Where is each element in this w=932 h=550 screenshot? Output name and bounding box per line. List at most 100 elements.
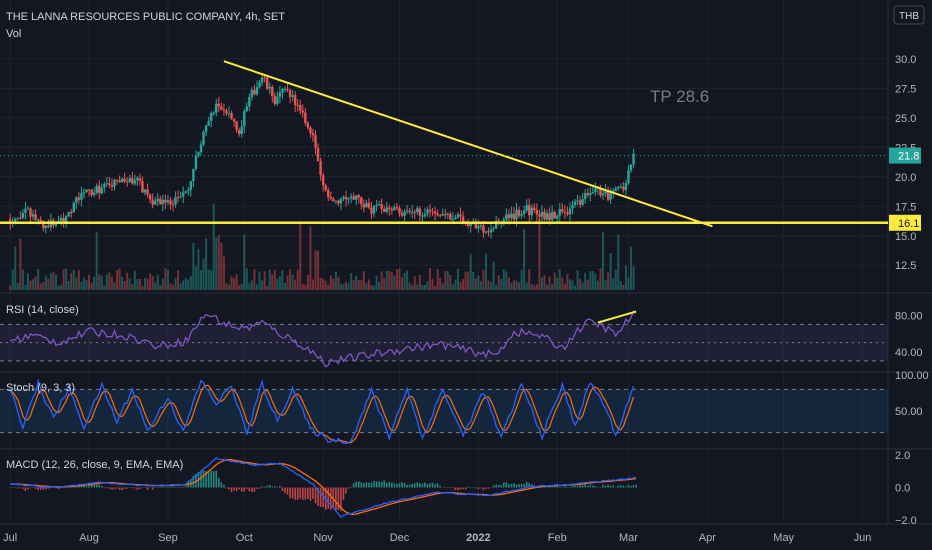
macd-histogram-bar [530, 484, 533, 488]
macd-histogram-bar [454, 487, 457, 490]
candle-body [148, 194, 152, 200]
price-tick-label: 27.5 [895, 83, 916, 95]
volume-bar [141, 285, 144, 290]
macd-histogram-bar [202, 470, 205, 488]
support-badge [889, 214, 921, 231]
macd-histogram-bar [251, 487, 253, 492]
volume-bar [477, 275, 480, 290]
price-tick-label: 20.0 [895, 172, 916, 184]
candle-body [133, 180, 137, 184]
candle-body [388, 207, 391, 209]
x-tick-label: May [773, 532, 794, 544]
macd-histogram-bar [100, 486, 103, 488]
volume-bar [579, 278, 582, 290]
x-tick-label: Mar [619, 532, 638, 544]
macd-histogram-bar [253, 487, 256, 492]
macd-histogram-bar [518, 484, 520, 488]
volume-bar [479, 281, 482, 290]
macd-histogram-bar [9, 487, 11, 488]
volume-bar [72, 269, 75, 290]
macd-histogram-bar [304, 487, 307, 500]
macd-histogram-bar [444, 487, 447, 488]
candle-body [192, 169, 195, 182]
stoch-band-zone [0, 389, 888, 433]
macd-histogram-bar [289, 487, 291, 499]
volume-bar [126, 272, 129, 290]
macd-histogram-bar [620, 485, 622, 488]
candle-body [482, 225, 485, 233]
macd-histogram-bar [22, 487, 24, 489]
volume-bar [482, 269, 485, 290]
macd-histogram-bar [266, 485, 268, 488]
x-tick-label: Nov [313, 532, 333, 544]
macd-histogram-bar [291, 487, 294, 499]
macd-histogram-bar [279, 485, 281, 488]
candle-body [319, 161, 322, 176]
macd-histogram-bar [256, 487, 258, 489]
candle-body [278, 92, 282, 97]
volume-bar [520, 269, 523, 290]
volume-bar [11, 269, 14, 290]
candle-body [558, 209, 561, 216]
volume-bar [80, 281, 83, 290]
volume-bar [416, 284, 419, 290]
macd-histogram-bar [34, 487, 37, 489]
volume-bar [487, 280, 490, 290]
candle-body [227, 113, 231, 115]
volume-bar [144, 278, 147, 290]
candle-body [169, 200, 172, 205]
candle-body [240, 126, 243, 134]
volume-bar [225, 283, 228, 290]
volume-bar [47, 278, 50, 290]
x-tick-label: Oct [236, 532, 253, 544]
macd-histogram-bar [134, 487, 136, 489]
volume-bar [261, 280, 264, 290]
candle-body [599, 187, 602, 196]
macd-histogram-bar [261, 486, 263, 488]
stoch-tick-label: 100.00 [895, 370, 929, 382]
candle-body [423, 213, 427, 216]
volume-bar [253, 269, 256, 290]
volume-bar [411, 284, 414, 290]
macd-histogram-bar [505, 482, 508, 488]
volume-bar [57, 285, 60, 290]
volume-bar [258, 271, 261, 290]
macd-histogram-bar [350, 486, 352, 488]
volume-bar [248, 283, 251, 290]
volume-bar [309, 226, 312, 290]
candle-body [95, 185, 98, 193]
volume-bar [619, 281, 622, 290]
currency-label: THB [899, 11, 919, 22]
volume-bar [179, 283, 182, 290]
resistance-trendline[interactable] [223, 60, 713, 228]
candle-body [220, 106, 223, 110]
volume-bar [571, 280, 574, 290]
currency-badge[interactable]: THB [893, 5, 925, 25]
candle-body [54, 223, 58, 226]
candle-body [438, 215, 442, 217]
volume-bar [434, 285, 437, 290]
macd-histogram-bar [296, 487, 299, 500]
candle-body [398, 207, 401, 214]
macd-histogram-bar [396, 484, 398, 488]
volume-bar [42, 281, 45, 290]
candle-body [276, 96, 279, 104]
volume-bar [474, 278, 477, 290]
macd-histogram-bar [39, 487, 42, 490]
macd-tick-label: −2.0 [895, 515, 917, 527]
rsi-trendline[interactable] [597, 310, 637, 324]
volume-bar [161, 278, 164, 290]
macd-histogram-bar [238, 487, 240, 490]
macd-histogram-bar [434, 484, 436, 488]
macd-histogram-bar [225, 487, 228, 489]
volume-bar [19, 238, 22, 290]
candle-body [505, 214, 508, 220]
volume-bar [347, 283, 350, 290]
volume-bar [622, 284, 625, 290]
volume-bar [596, 280, 599, 290]
macd-histogram-bar [403, 483, 406, 488]
macd-histogram-bar [513, 483, 515, 488]
macd-histogram-bar [439, 485, 441, 488]
volume-bar [599, 268, 602, 290]
